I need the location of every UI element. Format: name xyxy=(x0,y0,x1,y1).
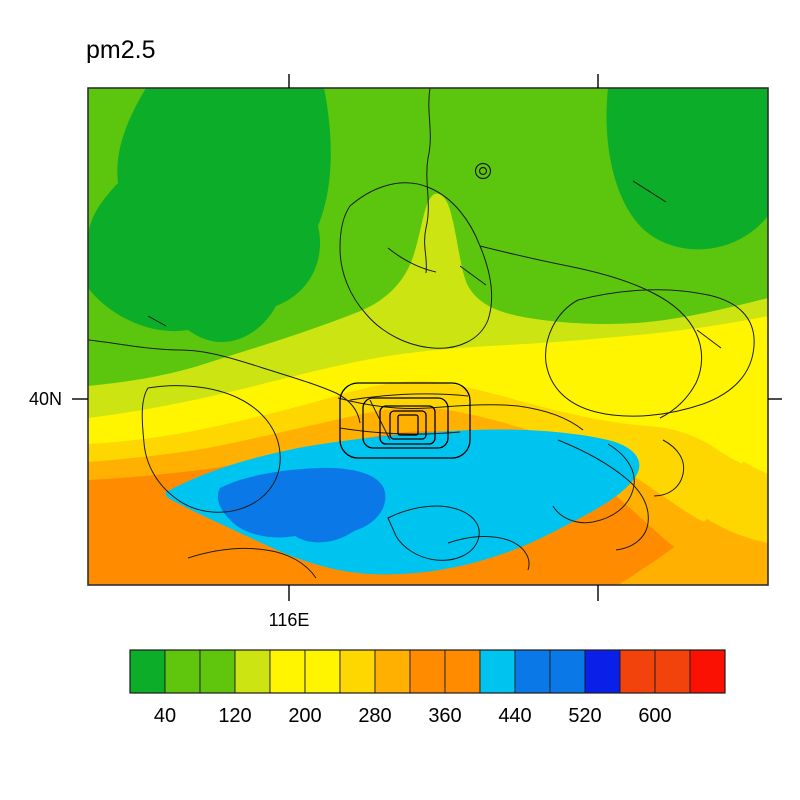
fill-yellow-southeast xyxy=(730,420,768,474)
colorbar-cell xyxy=(234,649,271,694)
boundary-line xyxy=(339,182,493,349)
colorbar-tick-label: 40 xyxy=(154,705,176,727)
colorbar-tick-label: 600 xyxy=(638,705,671,727)
boundary-line xyxy=(552,443,635,524)
colorbar-cell xyxy=(689,649,726,694)
boundary-dash xyxy=(696,329,722,349)
colorbar-frame xyxy=(129,649,726,694)
boundary-line xyxy=(187,547,317,579)
contour-rings xyxy=(339,382,471,459)
boundary-line xyxy=(349,393,469,401)
colorbar-cell xyxy=(374,649,411,694)
colorbar-tick-label: 520 xyxy=(568,705,601,727)
county-boundaries xyxy=(88,88,755,579)
colorbar-tick-label: 200 xyxy=(288,705,321,727)
boundary-line xyxy=(141,385,281,513)
boundary-line xyxy=(387,247,437,273)
boundary-line xyxy=(545,289,755,417)
boundary-line xyxy=(387,505,480,561)
boundary-line xyxy=(479,245,703,419)
colorbar-cell xyxy=(339,649,376,694)
y-axis-tick-label: 40N xyxy=(29,389,62,409)
colorbar-cell xyxy=(654,649,691,694)
x-axis-tick-label: 116E xyxy=(269,610,310,630)
boundary-dash xyxy=(459,265,487,286)
colorbar-cell xyxy=(514,649,551,694)
colorbar-cell xyxy=(584,649,621,694)
colorbar-cell xyxy=(479,649,516,694)
boundary-line xyxy=(424,88,431,274)
colorbar-tick-label: 360 xyxy=(428,705,461,727)
boundary-line xyxy=(337,397,584,431)
boundary-dash xyxy=(632,180,667,203)
page-title: pm2.5 xyxy=(86,36,155,64)
fill-lightorange-southeast xyxy=(618,420,768,585)
colorbar-cell xyxy=(269,649,306,694)
colorbar-tick-label: 440 xyxy=(498,705,531,727)
axis-ticks xyxy=(72,74,782,601)
contour-ring-inner xyxy=(397,414,419,436)
contour-ring xyxy=(389,410,427,440)
boundary-dash xyxy=(147,315,167,327)
colorbar-cell xyxy=(164,649,201,694)
contour-ring xyxy=(362,397,449,449)
colorbar xyxy=(129,649,726,694)
boundary-line xyxy=(653,439,685,497)
contour-ring xyxy=(379,405,436,445)
colorbar-cell xyxy=(549,649,586,694)
map-area xyxy=(88,88,768,585)
colorbar-cell xyxy=(199,649,236,694)
fill-cyan-lobe xyxy=(165,429,640,575)
colorbar-cell xyxy=(129,649,166,694)
colorbar-cell xyxy=(619,649,656,694)
boundary-line xyxy=(88,339,361,424)
colorbar-cell xyxy=(304,649,341,694)
colorbar-tick-label: 120 xyxy=(218,705,251,727)
boundary-line xyxy=(557,439,649,551)
fill-darkgreen-northwest xyxy=(88,88,331,343)
fill-blue-core xyxy=(217,467,386,543)
fill-darkgreen-northeast xyxy=(606,88,768,250)
contour-ring-outer xyxy=(339,382,471,459)
boundary-line xyxy=(447,535,530,571)
map-frame xyxy=(87,87,769,586)
colorbar-cell xyxy=(444,649,481,694)
colorbar-cell xyxy=(409,649,446,694)
colorbar-labels: 40 120 200 280 360 440 520 600 xyxy=(154,705,672,727)
colorbar-tick-label: 280 xyxy=(358,705,391,727)
station-marker-icon xyxy=(474,162,492,180)
